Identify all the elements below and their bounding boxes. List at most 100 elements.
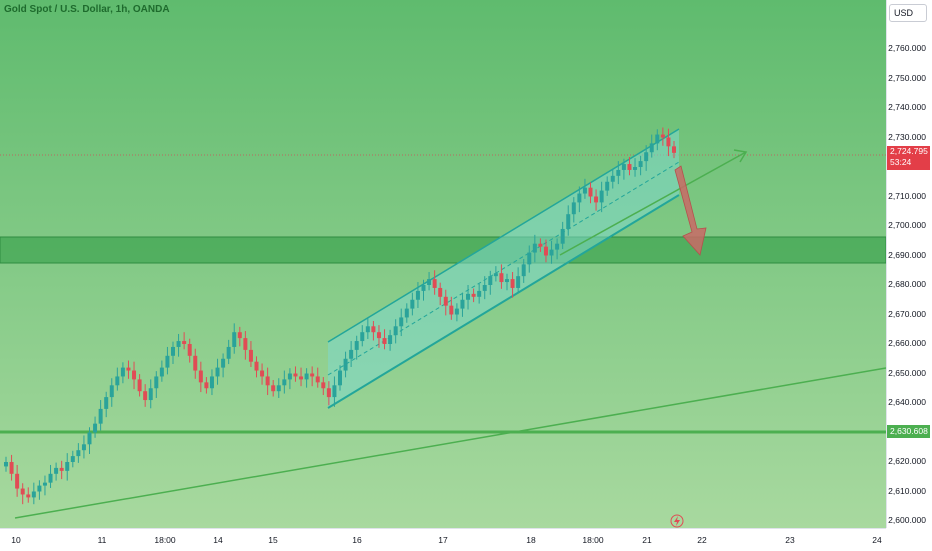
candle-body[interactable]	[287, 373, 292, 380]
support-zone[interactable]	[0, 236, 886, 264]
channel-upper-line[interactable]	[327, 128, 680, 343]
candle-body[interactable]	[215, 367, 220, 377]
time-axis[interactable]	[0, 528, 886, 551]
candle-body[interactable]	[115, 376, 120, 386]
candle-body[interactable]	[571, 202, 576, 215]
candle-body[interactable]	[388, 335, 393, 344]
candle-body[interactable]	[20, 488, 25, 495]
candle-body[interactable]	[137, 379, 142, 392]
candle-body[interactable]	[70, 456, 75, 462]
candle-body[interactable]	[104, 397, 109, 409]
candles-group[interactable]	[4, 127, 676, 505]
candle-body[interactable]	[221, 358, 226, 368]
long-trend-line[interactable]	[14, 367, 886, 519]
candle-body[interactable]	[521, 264, 526, 277]
candle-body[interactable]	[354, 341, 359, 350]
candle-body[interactable]	[282, 379, 287, 386]
candle-body[interactable]	[505, 279, 509, 283]
candle-body[interactable]	[93, 423, 98, 433]
candle-body[interactable]	[304, 373, 309, 380]
candle-body[interactable]	[516, 276, 521, 288]
candle-body[interactable]	[54, 467, 59, 474]
candle-body[interactable]	[399, 317, 404, 327]
candle-body[interactable]	[232, 332, 237, 347]
candle-body[interactable]	[538, 243, 543, 247]
candle-body[interactable]	[543, 246, 548, 256]
candle-body[interactable]	[276, 385, 281, 392]
candle-body[interactable]	[549, 249, 554, 256]
candle-body[interactable]	[343, 358, 348, 371]
candle-body[interactable]	[527, 252, 532, 265]
candle-body[interactable]	[332, 385, 337, 398]
candle-body[interactable]	[382, 338, 387, 344]
candle-body[interactable]	[193, 355, 198, 371]
candle-body[interactable]	[371, 326, 376, 333]
candle-body[interactable]	[415, 290, 420, 300]
candle-body[interactable]	[182, 341, 187, 344]
candle-body[interactable]	[198, 370, 203, 383]
candle-body[interactable]	[315, 376, 320, 383]
candle-body[interactable]	[560, 228, 565, 244]
candle-body[interactable]	[627, 164, 632, 170]
candle-body[interactable]	[610, 175, 615, 182]
candle-body[interactable]	[126, 367, 131, 371]
candle-body[interactable]	[432, 279, 437, 288]
candle-body[interactable]	[31, 491, 36, 498]
candle-body[interactable]	[616, 169, 621, 176]
candle-body[interactable]	[76, 450, 81, 457]
candle-body[interactable]	[187, 344, 192, 356]
candle-body[interactable]	[204, 382, 209, 389]
candle-body[interactable]	[293, 373, 298, 377]
candle-body[interactable]	[672, 146, 676, 153]
candle-body[interactable]	[633, 167, 638, 170]
candle-body[interactable]	[466, 293, 471, 300]
candle-body[interactable]	[271, 385, 276, 392]
candle-body[interactable]	[644, 152, 649, 162]
candle-body[interactable]	[443, 296, 448, 306]
candle-body[interactable]	[376, 332, 381, 339]
candle-body[interactable]	[98, 408, 103, 424]
candle-body[interactable]	[159, 367, 164, 377]
currency-button[interactable]: USD	[889, 4, 927, 22]
candle-body[interactable]	[265, 376, 270, 386]
candle-body[interactable]	[655, 134, 660, 144]
candle-body[interactable]	[454, 308, 459, 315]
candle-body[interactable]	[493, 273, 498, 277]
candle-body[interactable]	[299, 376, 304, 380]
candle-body[interactable]	[254, 361, 259, 371]
price-axis[interactable]	[886, 0, 932, 528]
candle-body[interactable]	[404, 308, 409, 318]
candle-body[interactable]	[37, 485, 42, 492]
candle-body[interactable]	[120, 367, 125, 377]
candle-body[interactable]	[582, 187, 587, 194]
candle-body[interactable]	[42, 482, 47, 486]
candle-body[interactable]	[621, 164, 626, 170]
candle-body[interactable]	[577, 193, 582, 203]
candle-body[interactable]	[360, 332, 365, 342]
candle-body[interactable]	[209, 376, 214, 389]
candle-body[interactable]	[237, 332, 242, 339]
candle-body[interactable]	[510, 279, 515, 288]
candle-body[interactable]	[154, 376, 159, 389]
candle-body[interactable]	[248, 349, 253, 362]
candle-body[interactable]	[566, 214, 571, 229]
candle-body[interactable]	[65, 462, 70, 471]
candle-body[interactable]	[326, 388, 331, 398]
candle-body[interactable]	[532, 243, 537, 253]
candle-body[interactable]	[4, 462, 8, 467]
candle-body[interactable]	[226, 346, 231, 359]
chart-plot-area[interactable]	[0, 0, 886, 528]
channel-lower-line[interactable]	[327, 194, 680, 409]
candle-body[interactable]	[165, 355, 170, 368]
candle-body[interactable]	[15, 473, 20, 489]
candle-body[interactable]	[649, 143, 654, 153]
candle-body[interactable]	[555, 243, 560, 250]
candle-body[interactable]	[9, 462, 14, 474]
candle-body[interactable]	[321, 382, 326, 389]
candle-body[interactable]	[599, 190, 604, 203]
candle-body[interactable]	[243, 338, 248, 350]
projection-arrow-down[interactable]	[674, 165, 707, 256]
candle-body[interactable]	[48, 473, 53, 483]
candle-body[interactable]	[421, 285, 426, 291]
candle-body[interactable]	[349, 349, 354, 359]
